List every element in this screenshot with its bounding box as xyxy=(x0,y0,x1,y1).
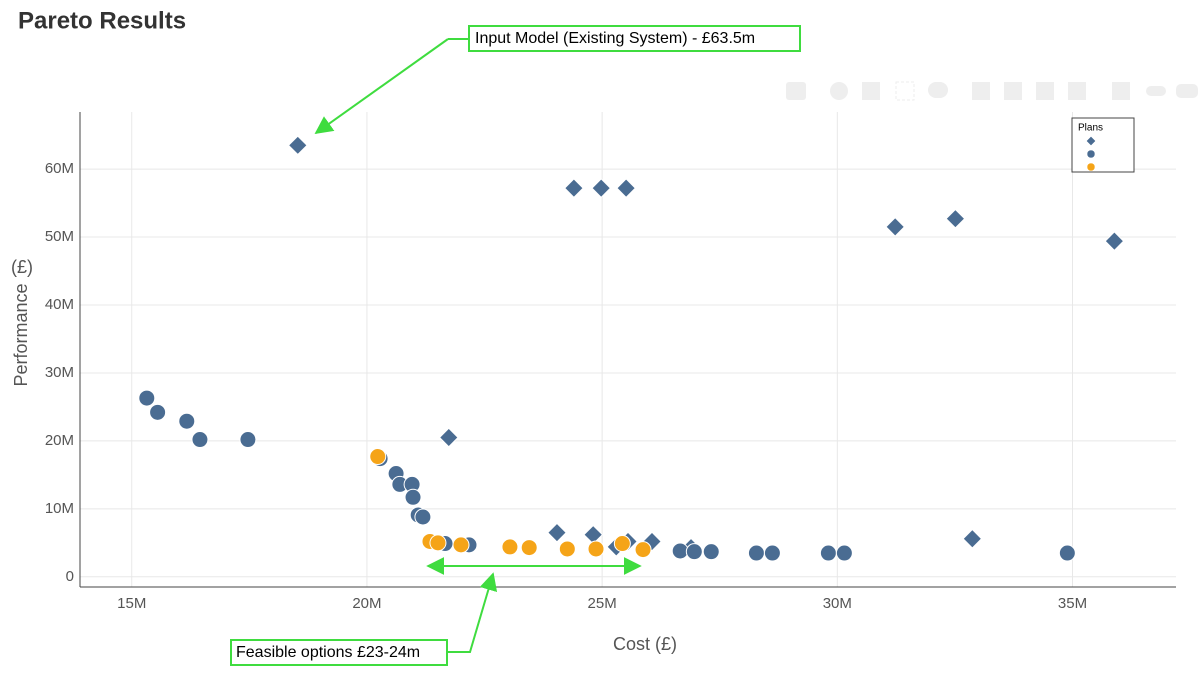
circle-marker xyxy=(835,544,853,562)
tool-autoscale[interactable] xyxy=(1036,82,1054,100)
tool-zoom-in[interactable] xyxy=(972,82,990,100)
circle-marker xyxy=(747,544,765,562)
circle-marker xyxy=(501,538,519,556)
circle-marker xyxy=(404,488,422,506)
circle-marker xyxy=(369,448,387,466)
circle-marker xyxy=(149,403,167,421)
annotation-text: Input Model (Existing System) - £63.5m xyxy=(475,30,755,47)
toolbar xyxy=(786,81,1198,101)
y-tick-label: 20M xyxy=(45,432,74,449)
x-tick-label: 35M xyxy=(1058,595,1087,612)
annotation-box xyxy=(230,639,448,666)
diamond-marker xyxy=(945,208,966,229)
diamond-marker xyxy=(438,427,459,448)
y-axis-title: Performance xyxy=(11,283,31,386)
x-tick-label: 25M xyxy=(588,595,617,612)
circle-marker xyxy=(558,540,576,558)
x-tick-label: 30M xyxy=(823,595,852,612)
y-tick-label: 60M xyxy=(45,160,74,177)
annotation-box xyxy=(468,25,801,52)
diamond-marker xyxy=(1104,231,1125,252)
diamond-marker xyxy=(642,531,662,552)
y-axis-unit: (£) xyxy=(11,257,33,277)
x-axis-title: Cost (£) xyxy=(613,634,677,654)
diamond-marker xyxy=(885,216,906,237)
diamond-marker xyxy=(616,178,637,199)
x-tick-label: 20M xyxy=(352,595,381,612)
tool-compare[interactable] xyxy=(1176,84,1198,98)
chart-title: Pareto Results xyxy=(18,7,186,34)
circle-marker xyxy=(613,535,631,553)
circle-marker xyxy=(1086,149,1096,159)
tool-zoom[interactable] xyxy=(830,82,848,100)
legend: Plans xyxy=(1071,117,1135,173)
tool-box-select[interactable] xyxy=(895,81,915,101)
diamond-marker xyxy=(1086,136,1096,146)
circle-marker xyxy=(138,389,156,407)
circle-marker xyxy=(1058,544,1076,562)
circle-marker xyxy=(429,534,447,552)
tool-zoom-out[interactable] xyxy=(1004,82,1022,100)
circle-marker xyxy=(414,508,432,526)
circle-marker xyxy=(634,541,652,559)
y-tick-label: 40M xyxy=(45,296,74,313)
circle-marker xyxy=(763,544,781,562)
y-tick-label: 30M xyxy=(45,364,74,381)
diamond-marker xyxy=(962,528,983,549)
circle-marker xyxy=(685,543,703,561)
diamond-marker xyxy=(563,178,584,199)
y-tick-label: 50M xyxy=(45,228,74,245)
circle-marker xyxy=(587,540,605,558)
circle-marker xyxy=(520,539,538,557)
diamond-marker xyxy=(547,522,567,543)
circle-marker xyxy=(191,431,209,449)
tool-camera[interactable] xyxy=(786,82,806,100)
annotation-arrow xyxy=(314,38,449,135)
annotation-arrow xyxy=(447,572,498,653)
circle-marker xyxy=(1086,162,1096,172)
tool-reset[interactable] xyxy=(1068,82,1086,100)
circle-marker xyxy=(702,543,720,561)
annotation-text: Feasible options £23-24m xyxy=(236,644,420,661)
tool-lasso[interactable] xyxy=(928,82,948,98)
y-tick-label: 10M xyxy=(45,500,74,517)
circle-marker xyxy=(671,542,689,560)
circle-marker xyxy=(452,536,470,554)
diamond-marker xyxy=(287,135,308,156)
circle-marker xyxy=(819,544,837,562)
y-tick-label: 0 xyxy=(66,568,74,585)
legend-box xyxy=(1071,117,1135,173)
circle-marker xyxy=(178,412,196,430)
legend-title: Plans xyxy=(1078,123,1103,134)
annotation-bottom: Feasible options £23-24m xyxy=(230,557,642,666)
tool-spike[interactable] xyxy=(1112,82,1130,100)
circle-marker xyxy=(239,431,257,449)
tool-hover[interactable] xyxy=(1146,86,1166,96)
tool-pan[interactable] xyxy=(862,82,880,100)
x-tick-label: 15M xyxy=(117,595,146,612)
diamond-marker xyxy=(591,178,612,199)
annotation-top: Input Model (Existing System) - £63.5m xyxy=(314,25,801,135)
